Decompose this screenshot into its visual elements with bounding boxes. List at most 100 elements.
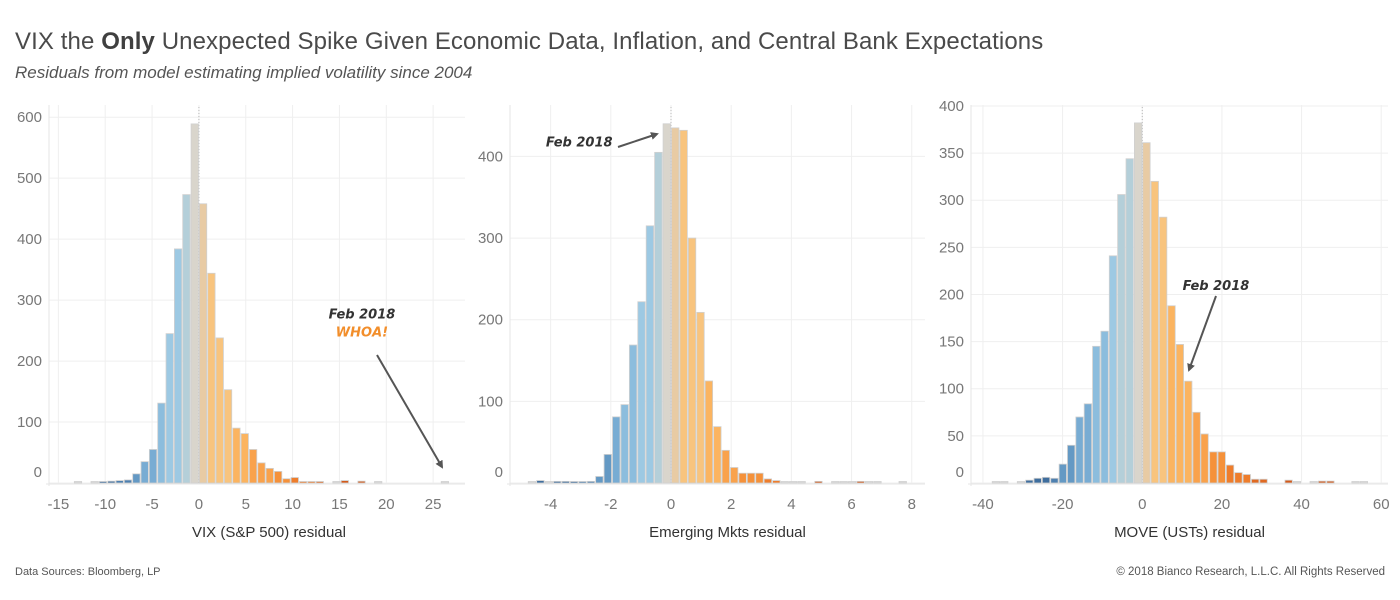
histogram-bar bbox=[123, 479, 133, 484]
y-tick-label: 350 bbox=[939, 145, 964, 162]
y-tick-label: 0 bbox=[495, 464, 503, 481]
histogram-bar bbox=[1242, 474, 1251, 484]
x-tick-label: 8 bbox=[908, 496, 916, 513]
annotation-arrow-icon bbox=[617, 132, 659, 148]
histogram-bar bbox=[1041, 476, 1051, 484]
y-tick-label: 0 bbox=[956, 464, 964, 481]
histogram-bar bbox=[1351, 481, 1360, 484]
histogram-bar bbox=[679, 129, 688, 484]
histogram-bar bbox=[157, 402, 166, 484]
histogram-bar bbox=[265, 467, 274, 484]
histogram-bar bbox=[645, 225, 655, 484]
histogram-bar bbox=[190, 123, 199, 484]
histogram-bar bbox=[374, 481, 383, 484]
histogram-bar bbox=[839, 481, 848, 484]
histogram-bar bbox=[586, 480, 596, 484]
histogram-bar bbox=[991, 481, 1000, 484]
x-tick-label: 20 bbox=[378, 496, 395, 513]
x-tick-label: 0 bbox=[1138, 496, 1146, 513]
histogram-bar bbox=[240, 433, 249, 484]
histogram-bar bbox=[98, 481, 108, 484]
histogram-bar bbox=[1167, 305, 1176, 484]
y-tick-label: 100 bbox=[17, 414, 42, 431]
histogram-bar bbox=[873, 481, 882, 484]
x-tick-label: 2 bbox=[727, 496, 735, 513]
histogram-bar bbox=[1133, 122, 1143, 484]
histogram-bar bbox=[140, 461, 149, 484]
x-tick-label: 0 bbox=[195, 496, 203, 513]
annotation-arrow-icon bbox=[1187, 295, 1217, 372]
title-post: Unexpected Spike Given Economic Data, In… bbox=[154, 28, 1044, 55]
x-tick-label: 20 bbox=[1214, 496, 1231, 513]
histogram-bar bbox=[772, 480, 781, 484]
x-tick-label: -4 bbox=[544, 496, 557, 513]
histogram-bar bbox=[257, 462, 266, 484]
x-tick-label: 15 bbox=[331, 496, 348, 513]
histogram-bar bbox=[671, 127, 680, 484]
title-pre: VIX the bbox=[15, 28, 102, 55]
histogram-bar bbox=[578, 481, 587, 484]
x-tick-label: 0 bbox=[667, 496, 675, 513]
y-tick-label: 0 bbox=[34, 464, 42, 481]
y-tick-label: 200 bbox=[17, 353, 42, 370]
histogram-bar bbox=[1025, 479, 1034, 484]
x-tick-label: 6 bbox=[847, 496, 855, 513]
feb-2018-annotation: Feb 2018 bbox=[1183, 279, 1250, 294]
histogram-bar bbox=[864, 481, 874, 484]
y-tick-label: 500 bbox=[17, 170, 42, 187]
feb-2018-annotation: Feb 2018 bbox=[329, 307, 396, 322]
histogram-bar bbox=[789, 481, 798, 484]
data-source-note: Data Sources: Bloomberg, LP bbox=[15, 566, 161, 578]
histogram-bar bbox=[299, 481, 308, 484]
histogram-bar bbox=[249, 449, 258, 484]
x-tick-label: 4 bbox=[787, 496, 795, 513]
feb-2018-annotation: Feb 2018 bbox=[546, 136, 613, 151]
histogram-bar bbox=[132, 473, 141, 484]
y-tick-label: 600 bbox=[17, 109, 42, 126]
histogram-bar bbox=[199, 203, 208, 484]
y-tick-label: 100 bbox=[478, 393, 503, 410]
histogram-bar bbox=[561, 480, 570, 484]
whoa-annotation: WHOA! bbox=[336, 326, 388, 341]
histogram-bar bbox=[763, 478, 773, 484]
histogram-bar bbox=[315, 481, 324, 484]
histogram-bar bbox=[224, 389, 233, 484]
histogram-bar bbox=[1251, 478, 1260, 484]
histogram-bar bbox=[1075, 416, 1084, 484]
copyright-note: © 2018 Bianco Research, L.L.C. All Right… bbox=[1116, 566, 1385, 578]
y-tick-label: 400 bbox=[478, 148, 503, 165]
chart-title: VIX the Only Unexpected Spike Given Econ… bbox=[15, 28, 1043, 56]
histogram-bar bbox=[612, 416, 621, 484]
histogram-bar bbox=[687, 237, 697, 484]
histogram-bar bbox=[165, 333, 174, 484]
vix-x-axis-title: VIX (S&P 500) residual bbox=[192, 524, 346, 541]
histogram-bar bbox=[553, 480, 562, 484]
y-tick-label: 300 bbox=[478, 230, 503, 247]
histogram-bar bbox=[654, 151, 663, 484]
histogram-bar bbox=[1100, 330, 1109, 484]
histogram-bar bbox=[1083, 403, 1092, 484]
histogram-bar bbox=[107, 480, 116, 484]
histogram-bar bbox=[207, 272, 216, 484]
x-tick-label: 60 bbox=[1373, 496, 1390, 513]
y-tick-label: 200 bbox=[478, 312, 503, 329]
histogram-bar bbox=[637, 301, 646, 484]
histogram-bar bbox=[1125, 158, 1134, 484]
histogram-bar bbox=[780, 481, 789, 484]
chart-subtitle: Residuals from model estimating implied … bbox=[15, 63, 473, 82]
histogram-bar bbox=[173, 248, 183, 484]
histogram-bar bbox=[831, 481, 840, 484]
histogram-bar bbox=[536, 480, 545, 484]
histogram-bar bbox=[595, 476, 604, 484]
histogram-bar bbox=[332, 481, 341, 484]
histogram-bar bbox=[814, 480, 823, 484]
em-histogram-panel: 0 100 200 300 400 -4 -2 0 2 4 6 8 Emerging Mkts resi… bbox=[478, 105, 925, 541]
vix-histogram-panel: 0 100 200 300 400 500 600 -15 -10 -5 0 5 10 15 20 25 VIX… bbox=[17, 105, 465, 541]
histogram-bar bbox=[713, 426, 722, 484]
y-tick-label: 200 bbox=[939, 286, 964, 303]
histogram-bar bbox=[440, 481, 449, 484]
histogram-bar bbox=[1117, 194, 1126, 484]
x-tick-label: -10 bbox=[94, 496, 116, 513]
move-x-axis-title: MOVE (USTs) residual bbox=[1114, 524, 1265, 541]
